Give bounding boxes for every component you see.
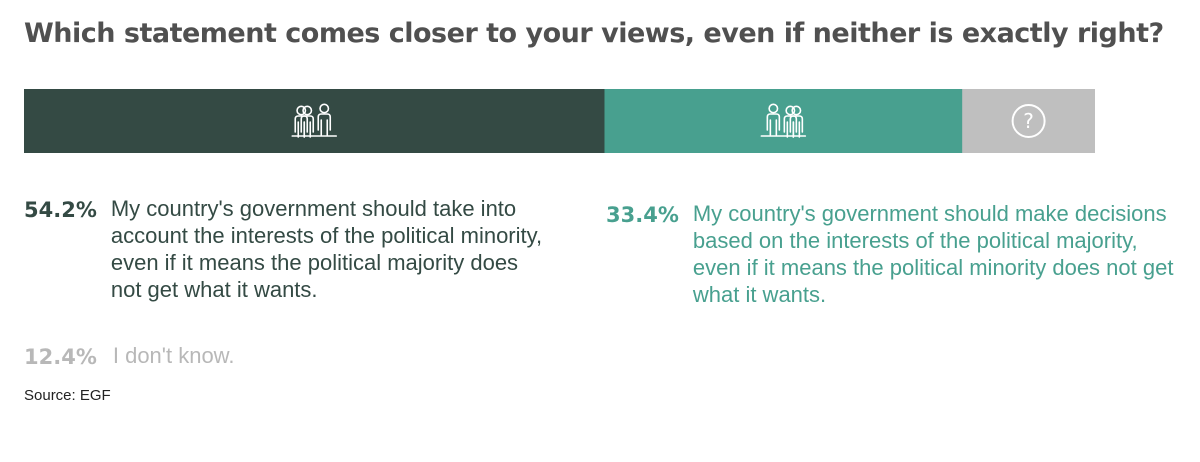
bar-segment-dont-know [962,89,1095,153]
stat-dont-know-percent: 12.4% [24,345,97,369]
stat-dont-know-text: I don't know. [112,343,235,368]
stat-majority-text: My country's government should make deci… [692,201,1174,307]
stat-majority-percent: 33.4% [606,203,679,227]
bar-segment-minority [24,89,605,153]
stacked-bar: ? [24,89,1095,153]
question-circle-icon: ? [1011,104,1046,138]
stat-minority: 54.2% My country's government should tak… [24,195,584,303]
source-note: Source: EGF [24,387,111,404]
svg-text:?: ? [1023,109,1034,133]
majority-people-icon [760,103,807,138]
minority-people-icon [291,103,338,138]
stat-majority: 33.4% My country's government should mak… [606,200,1196,308]
stat-dont-know: 12.4% I don't know. [24,342,234,371]
stacked-bar-svg: ? [24,89,1095,153]
stat-minority-percent: 54.2% [24,198,97,222]
chart-title: Which statement comes closer to your vie… [24,18,1164,49]
stat-minority-text: My country's government should take into… [110,196,543,302]
